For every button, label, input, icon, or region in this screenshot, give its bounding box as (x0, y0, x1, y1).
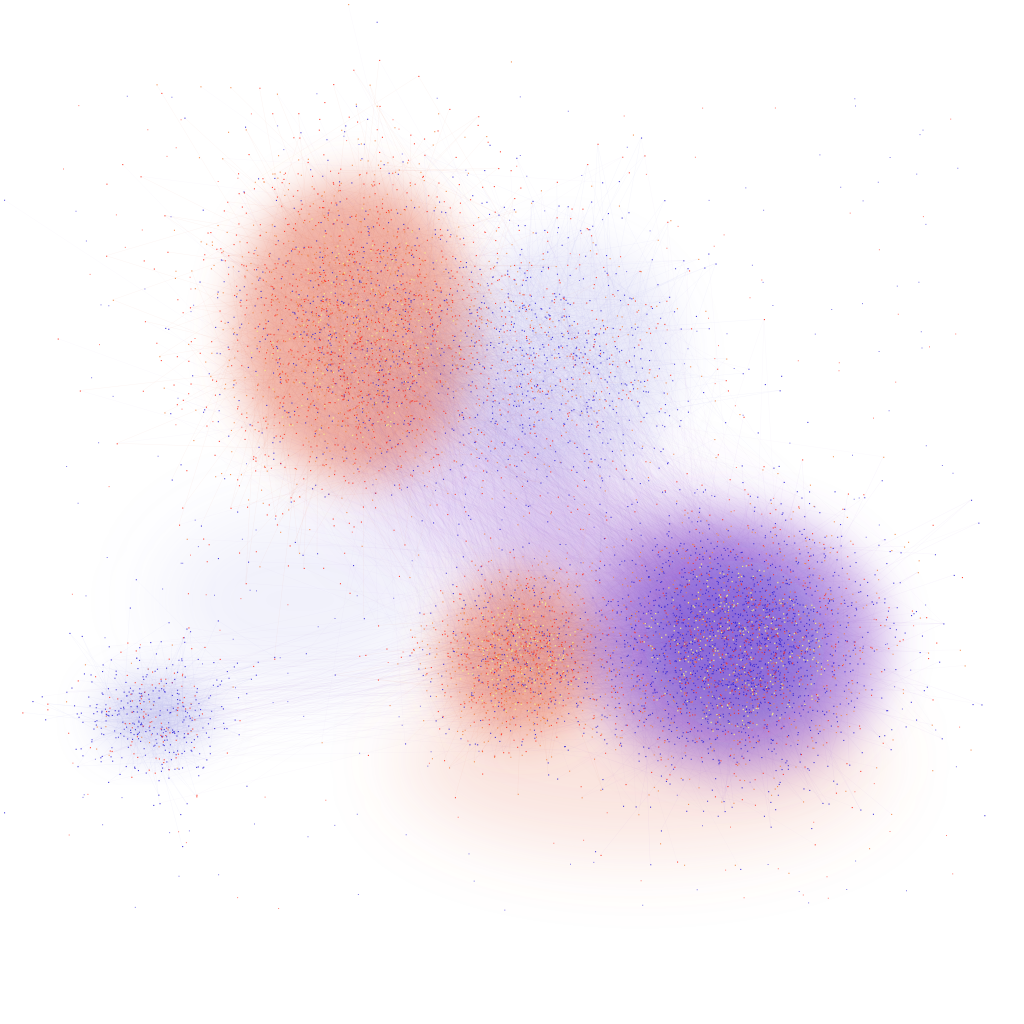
edge-bundle (295, 137, 780, 667)
community-haze-ellipse (235, 180, 475, 480)
edge-bundle (334, 513, 697, 798)
inter-community-edges (122, 3, 662, 771)
community-haze (100, 180, 885, 850)
edge-bundle (22, 579, 275, 847)
node-group-yellow (459, 596, 580, 712)
inter-community-edges (41, 538, 661, 804)
bridge-haze (160, 510, 440, 690)
node-layer (4, 4, 986, 911)
community-haze-ellipse (100, 680, 210, 750)
inter-community-edges (361, 137, 944, 870)
